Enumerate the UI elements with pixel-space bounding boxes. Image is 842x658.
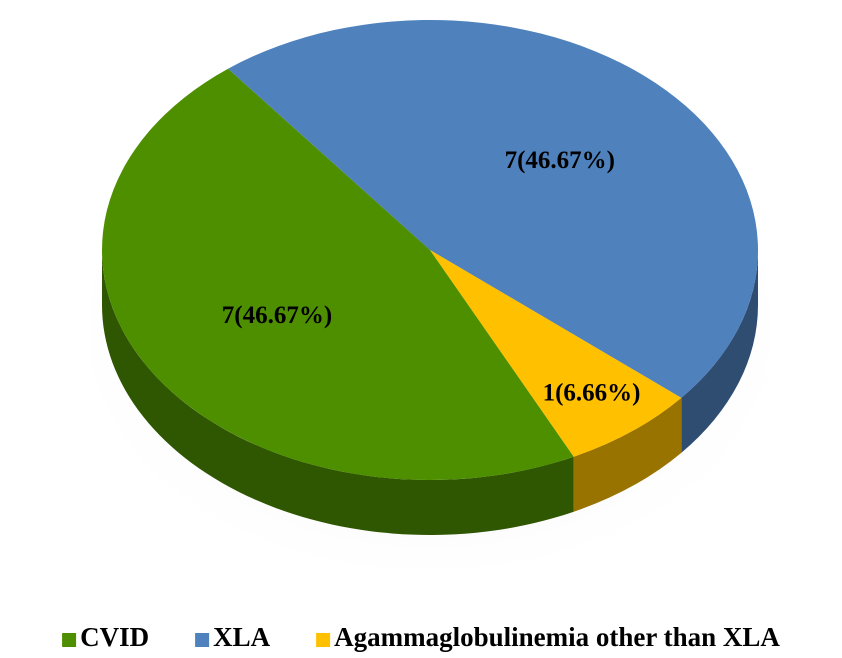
legend-swatch [62,633,77,647]
legend-swatch [195,633,210,647]
legend: CVID XLA Agammaglobulinemia other than XLA [62,622,780,652]
legend-label: XLA [213,622,271,652]
slice-side [102,250,574,535]
slice [430,250,682,457]
data-label: 1(6.66%) [543,380,641,407]
data-label: 7(46.67%) [222,302,332,329]
pie-tops: 7(46.67%) 7(46.67%) 1(6.66%) [102,20,758,480]
slice-side [573,397,682,512]
slice [102,68,574,480]
pie-sides [102,250,758,535]
slice-side [681,250,758,453]
legend-label: CVID [80,622,149,652]
slice [228,20,758,398]
legend-label: Agammaglobulinemia other than XLA [334,622,780,652]
data-label: 7(46.67%) [505,147,615,174]
legend-swatch [316,633,331,647]
